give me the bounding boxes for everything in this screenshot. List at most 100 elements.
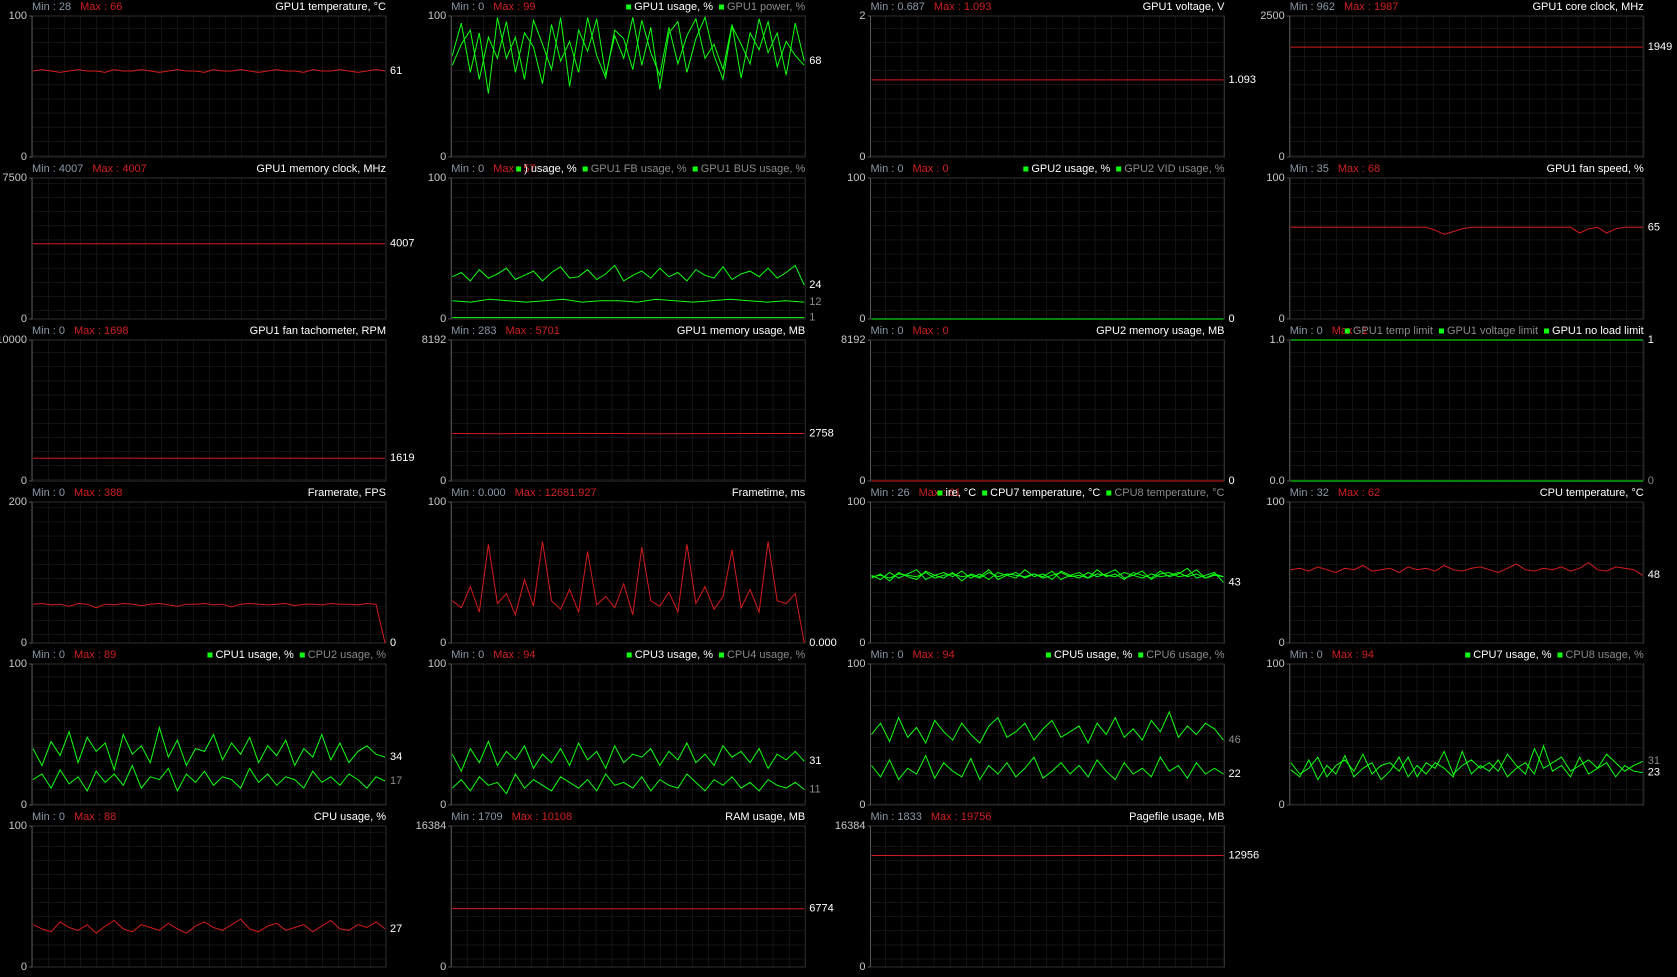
series-line <box>871 754 1224 781</box>
current-value: 34 <box>390 751 402 763</box>
y-tick-label: 0 <box>440 313 446 325</box>
y-tick-label: 0 <box>21 475 27 487</box>
current-value: 1949 <box>1648 41 1672 53</box>
y-tick-label: 0 <box>440 637 446 649</box>
plot-area <box>870 177 1225 320</box>
legend-marker <box>692 166 698 172</box>
y-tick-label: 2 <box>859 10 865 22</box>
max-label: Max : 68 <box>1338 163 1380 175</box>
legend-entry: CPU8 temperature, °C <box>1114 487 1224 499</box>
legend-entry: GPU1 fan tachometer, RPM <box>250 325 386 337</box>
y-tick-label: 100 <box>847 658 865 670</box>
series-line <box>451 740 805 773</box>
min-label: Min : 0 <box>32 487 65 499</box>
plot-area <box>31 663 387 806</box>
legend-entry: CPU temperature, °C <box>1540 487 1644 499</box>
series-line <box>451 541 805 644</box>
y-tick-label: 2500 <box>1260 10 1284 22</box>
plot-area <box>1289 177 1645 320</box>
current-value: 1.093 <box>1229 74 1257 86</box>
plot-area <box>870 825 1225 968</box>
y-tick-label: 0 <box>440 475 446 487</box>
plot-area <box>870 663 1225 806</box>
current-value: 0 <box>1229 475 1235 487</box>
legend-marker <box>1138 652 1144 658</box>
legend-marker <box>718 4 724 10</box>
y-tick-label: 0 <box>1279 637 1285 649</box>
legend-entry: GPU1 memory clock, MHz <box>256 163 386 175</box>
legend-entry: CPU2 usage, % <box>308 649 386 661</box>
min-label: Min : 1833 <box>871 811 922 823</box>
current-value: 12956 <box>1229 849 1260 861</box>
series-line <box>871 567 1224 583</box>
y-tick-label: 0.0 <box>1269 475 1284 487</box>
legend-marker <box>718 652 724 658</box>
legend-entry: GPU2 VID usage, % <box>1124 163 1224 175</box>
plot-area <box>31 501 387 644</box>
current-value: 46 <box>1229 734 1241 746</box>
legend-entry: GPU1 voltage limit <box>1447 325 1538 337</box>
min-label: Min : 32 <box>1290 487 1329 499</box>
current-value: 48 <box>1648 569 1660 581</box>
y-tick-label: 100 <box>428 172 446 184</box>
y-tick-label: 100 <box>428 496 446 508</box>
max-label: Max : 1.093 <box>934 1 991 13</box>
y-tick-label: 0 <box>21 961 27 973</box>
legend-entry: CPU7 usage, % <box>1473 649 1551 661</box>
legend-entry: GPU1 memory usage, MB <box>677 325 805 337</box>
min-label: Min : 0.000 <box>451 487 505 499</box>
series-line <box>871 571 1224 579</box>
min-label: Min : 26 <box>871 487 910 499</box>
min-label: Min : 0 <box>32 325 65 337</box>
min-label: Min : 283 <box>451 325 496 337</box>
legend-entry: CPU5 usage, % <box>1054 649 1132 661</box>
plot-area <box>870 339 1225 482</box>
legend-marker <box>516 166 522 172</box>
current-value: 43 <box>1229 576 1241 588</box>
min-label: Min : 0 <box>32 811 65 823</box>
legend-entry: CPU3 usage, % <box>635 649 713 661</box>
min-label: Min : 0 <box>871 325 904 337</box>
legend-marker <box>937 490 943 496</box>
series-line <box>32 725 386 772</box>
legend-marker <box>626 4 632 10</box>
legend-entry: ire, °C <box>945 487 976 499</box>
max-label: Max : 94 <box>913 649 955 661</box>
legend-entry: ) usage, % <box>524 163 577 175</box>
series-line <box>1290 226 1643 235</box>
legend-marker <box>626 652 632 658</box>
max-label: Max : 19756 <box>931 811 992 823</box>
current-value: 6774 <box>809 903 833 915</box>
current-value: 1 <box>809 311 815 323</box>
y-tick-label: 100 <box>1266 658 1284 670</box>
min-label: Min : 0 <box>451 649 484 661</box>
min-label: Min : 0.687 <box>871 1 925 13</box>
legend-entry: CPU1 usage, % <box>215 649 293 661</box>
y-tick-label: 100 <box>9 820 27 832</box>
series-line <box>452 298 805 303</box>
y-tick-label: 0 <box>21 151 27 163</box>
legend-entry: Pagefile usage, MB <box>1129 811 1224 823</box>
legend-entry: CPU6 usage, % <box>1146 649 1224 661</box>
series-line <box>1290 561 1644 576</box>
y-tick-label: 0 <box>21 313 27 325</box>
legend-marker <box>207 652 213 658</box>
min-label: Min : 0 <box>871 163 904 175</box>
y-tick-label: 0 <box>21 799 27 811</box>
series-line <box>451 17 805 84</box>
plot-area <box>1289 339 1645 482</box>
legend-marker <box>1465 652 1471 658</box>
current-value: 61 <box>390 65 402 77</box>
legend-marker <box>982 490 988 496</box>
legend-entry: GPU1 power, % <box>727 1 805 13</box>
current-value: 22 <box>1229 768 1241 780</box>
y-tick-label: 100 <box>9 658 27 670</box>
max-label: Max : 66 <box>80 1 122 13</box>
legend-entry: GPU1 voltage, V <box>1143 1 1226 13</box>
legend-entry: Framerate, FPS <box>308 487 386 499</box>
min-label: Min : 0 <box>32 649 65 661</box>
y-tick-label: 0 <box>440 961 446 973</box>
legend-marker <box>299 652 305 658</box>
